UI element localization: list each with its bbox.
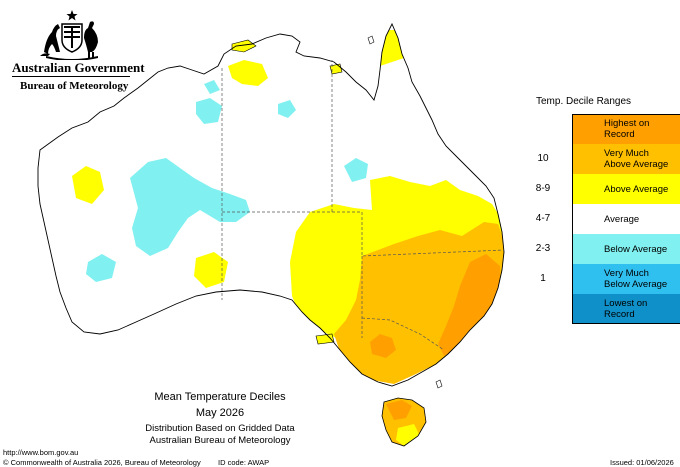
legend-label: Very Much Below Average (604, 268, 668, 290)
legend-code: 8-9 (535, 183, 551, 194)
region-below-average-kimberley (196, 98, 222, 124)
island-bathurst-small (367, 35, 375, 45)
map-subtitle-distribution: Distribution Based on Gridded Data (145, 423, 295, 434)
legend-entry-highest: Highest on Record (520, 114, 680, 144)
region-above-average-top-end (228, 60, 268, 86)
legend-label: Lowest on Record (604, 298, 648, 320)
commonwealth-coat-of-arms-icon (36, 8, 108, 61)
footer-id-code: ID code: AWAP (218, 458, 270, 467)
region-below-average-central-west (130, 158, 250, 256)
legend-label: Below Average (604, 243, 668, 255)
footer-url: http://www.bom.gov.au (3, 448, 79, 457)
region-below-average-sw (86, 254, 116, 282)
tasmania (382, 398, 426, 446)
legend-swatch (572, 144, 680, 174)
legend-entry-very-much-above: 10 Very Much Above Average (520, 144, 680, 174)
legend-entry-above: 8-9 Above Average (520, 174, 680, 204)
region-highest-vic (370, 334, 396, 358)
legend-title: Temp. Decile Ranges (536, 96, 632, 107)
title-divider (12, 76, 130, 77)
region-above-average-desert (194, 252, 228, 288)
legend-label: Very Much Above Average (604, 148, 669, 170)
map-subtitle-source: Australian Bureau of Meteorology (149, 435, 291, 446)
legend-swatch (572, 264, 680, 294)
region-below-average-kimberley-n (204, 80, 220, 94)
legend-entry-below: 2-3 Below Average (520, 234, 680, 264)
bureau-title: Bureau of Meteorology (20, 80, 129, 92)
legend-code: 1 (540, 273, 546, 284)
footer-copyright: © Commonwealth of Australia 2026, Bureau… (3, 458, 201, 467)
legend-entry-average: 4-7 Average (520, 204, 680, 234)
island-kiln (435, 379, 443, 389)
legend-swatch (572, 174, 680, 204)
legend-code: 2-3 (535, 243, 551, 254)
legend-swatch (572, 114, 680, 144)
footer-issued-date: Issued: 01/06/2026 (610, 458, 674, 467)
legend-code: 4-7 (535, 213, 551, 224)
legend-entry-lowest: Lowest on Record (520, 294, 680, 324)
legend-label: Average (604, 213, 640, 225)
region-below-average-nt (278, 100, 296, 118)
legend-swatch (572, 294, 680, 324)
government-title: Australian Government (12, 60, 145, 75)
map-title: Mean Temperature Deciles (154, 391, 286, 403)
legend-swatch (572, 204, 680, 234)
map-date: May 2026 (195, 407, 245, 419)
region-below-average-qld-west (344, 158, 368, 182)
legend-code: 10 (537, 153, 549, 164)
region-highest-nsw (438, 254, 500, 356)
legend-label: Highest on Record (604, 118, 650, 140)
legend-swatch (572, 234, 680, 264)
state-borders (221, 60, 505, 351)
region-above-average-pilbara (72, 166, 104, 204)
legend-label: Above Average (604, 183, 669, 195)
legend-entry-very-much-below: 1 Very Much Below Average (520, 264, 680, 294)
